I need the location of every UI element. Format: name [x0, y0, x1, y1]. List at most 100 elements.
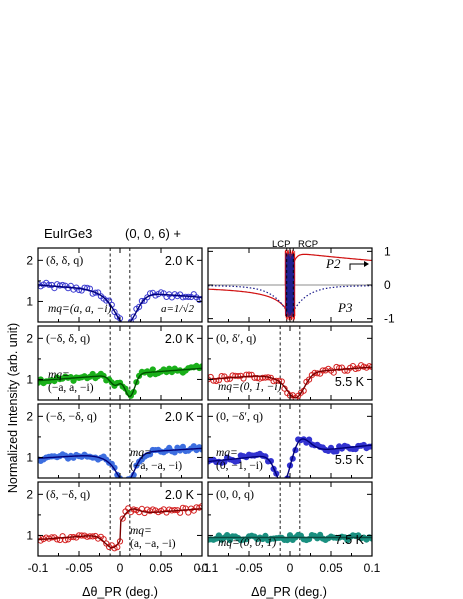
panel-frame [37, 247, 203, 323]
model-label: mq=(0, 1, −i) [218, 381, 282, 393]
data-point [123, 482, 128, 487]
x-axis-label-right: Δθ_PR (deg.) [251, 585, 327, 599]
data-point [215, 377, 222, 384]
temperature-label: 7.5 K [335, 533, 365, 547]
panel-l4: 1 2 (δ, −δ, q) 2.0 K mq=(a, −a, −i) -0.1 -0.05… [26, 481, 211, 575]
model-label: (−a, −a, −i) [130, 460, 182, 472]
right-header-rcp: RCP [298, 239, 318, 250]
data-point [54, 536, 61, 543]
x-tick-label: 0.05 [149, 561, 173, 575]
y-tick-label: 2 [26, 409, 33, 423]
temperature-label: 2.0 K [165, 410, 195, 424]
fit-line [38, 447, 202, 478]
temperature-label: 2.0 K [165, 488, 195, 502]
panel-frame [207, 403, 373, 479]
data-point [193, 504, 200, 511]
x-tick-label: -0.05 [235, 561, 263, 575]
panel-l2: 1 2 (−δ, δ, q) 2.0 K mq=(−a, a, −i) [26, 325, 203, 401]
x-tick-label: 0.05 [319, 561, 343, 575]
model-label: mq= [216, 447, 238, 459]
data-point [45, 281, 53, 288]
panels: 1 2 (δ, δ, q) 2.0 K mq=(a, a, −i) a=1/√2 1 2 (−δ… [26, 244, 395, 575]
series-label-p2: P2 [325, 256, 341, 271]
data-point [136, 303, 143, 310]
panel-r4: (0, 0, q) 7.5 K mq=(0, 0, 1) -0.1 -0.05 0 0.05… [198, 481, 381, 575]
data-point [111, 308, 118, 315]
temperature-label: 5.5 K [335, 375, 365, 389]
plot-area [38, 482, 202, 556]
fit-line [208, 438, 372, 478]
oscillation-band-p3 [285, 252, 295, 317]
x-tick-label: 0.1 [194, 561, 211, 575]
left-header-material: EuIrGe3 [44, 226, 92, 241]
panel-frame [37, 325, 203, 401]
panel-frame [37, 481, 203, 557]
reflection-label: (−δ, δ, q) [46, 331, 90, 345]
x-tick-label: -0.1 [198, 561, 219, 575]
data-point [119, 515, 126, 522]
fit-line [38, 508, 202, 549]
temperature-label: 2.0 K [165, 332, 195, 346]
y-tick-label: 2 [26, 487, 33, 501]
y-tick-label: 1 [26, 294, 33, 308]
y-tick-label: 1 [26, 372, 33, 386]
model-label: (a, −a, −i) [130, 538, 176, 550]
model-label: (0, −1, −i) [216, 460, 263, 472]
panel-frame [207, 325, 373, 401]
panel-l1: 1 2 (δ, δ, q) 2.0 K mq=(a, a, −i) a=1/√2 [26, 247, 203, 329]
reflection-label: (δ, δ, q) [46, 253, 83, 267]
temperature-label: 5.5 K [335, 453, 365, 467]
fit-line [38, 367, 202, 398]
model-label: mq= [130, 525, 152, 537]
y-tick-label: 2 [26, 331, 33, 345]
data-point [235, 373, 242, 380]
panel-frame [207, 481, 373, 557]
reflection-label: (0, 0, q) [216, 487, 254, 501]
temperature-label: 2.0 K [165, 254, 195, 268]
data-point [276, 377, 283, 384]
data-point [341, 367, 348, 374]
model-label: mq= [48, 369, 70, 381]
x-tick-label: 0 [287, 561, 294, 575]
data-point [123, 324, 128, 329]
right-header-lcp: LCP [272, 239, 290, 250]
panel-r2: (0, δ′, q) 5.5 K mq=(0, 1, −i) [207, 325, 373, 401]
x-tick-label: -0.05 [65, 561, 93, 575]
data-point [336, 364, 343, 371]
model-label: mq=(a, a, −i) [48, 303, 112, 315]
data-point [224, 376, 231, 383]
panel-r3: (0, −δ′, q) 5.5 K mq=(0, −1, −i) [207, 403, 373, 479]
data-point [120, 323, 125, 328]
plot-area [38, 248, 202, 329]
y-tick-label: -1 [384, 312, 395, 326]
x-tick-label: -0.1 [28, 561, 49, 575]
y-axis-label: Normalized Intensity (arb. unit) [6, 323, 20, 493]
fit-line [208, 366, 372, 399]
x-axis-label-left: Δθ_PR (deg.) [82, 585, 158, 599]
panel-frame [207, 247, 373, 323]
reflection-label: (δ, −δ, q) [46, 487, 90, 501]
panel-l3: 1 2 (−δ, −δ, q) 2.0 K mq=(−a, −a, −i) [26, 403, 203, 487]
data-point [306, 376, 313, 383]
y-tick-label: 0 [384, 278, 391, 292]
series-label-p3: P3 [337, 300, 353, 315]
model-label: (−a, a, −i) [48, 382, 94, 394]
plot-area [208, 326, 372, 400]
y-tick-label: 1 [26, 450, 33, 464]
data-point [245, 371, 253, 378]
x-tick-label: 0.1 [364, 561, 381, 575]
plot-area [208, 482, 372, 556]
axis-arrow-head [364, 261, 369, 267]
model-label: mq= [130, 447, 152, 459]
y-tick-label: 2 [26, 253, 33, 267]
panel-r1: 1 0 -1 P2 P3 [207, 244, 395, 326]
y-tick-label: 1 [26, 528, 33, 542]
left-header-reflection: (0, 0, 6) + [125, 226, 181, 241]
model-label: mq=(0, 0, 1) [218, 537, 276, 549]
y-tick-label: 1 [384, 244, 391, 258]
data-point [103, 297, 110, 304]
data-point [130, 313, 137, 320]
axis-arrow [349, 263, 364, 270]
panel-frame [37, 403, 203, 479]
data-point [92, 289, 99, 296]
